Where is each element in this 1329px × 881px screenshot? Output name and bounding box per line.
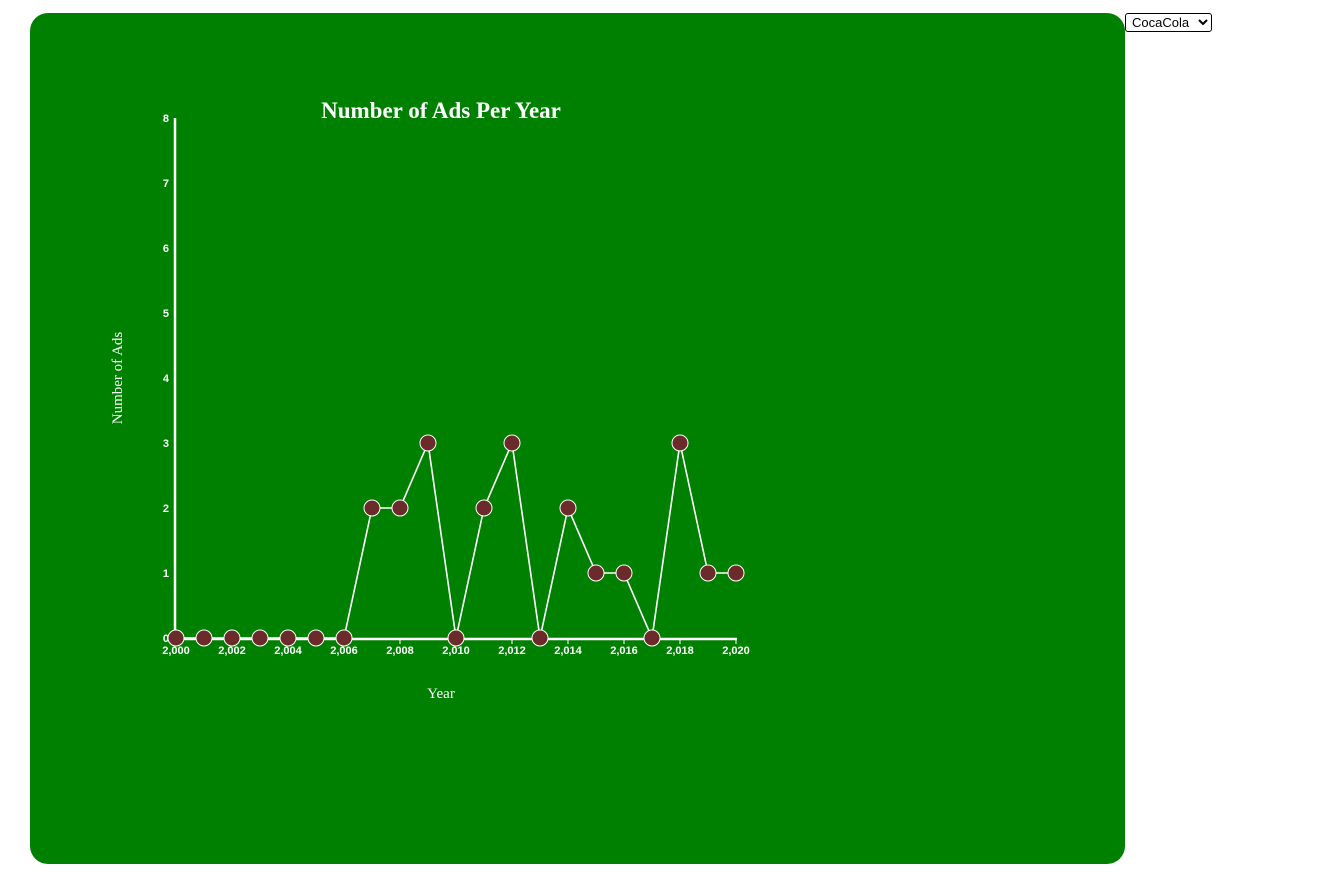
data-point[interactable] bbox=[223, 629, 241, 647]
data-point[interactable] bbox=[195, 629, 213, 647]
data-point[interactable] bbox=[503, 434, 521, 452]
data-point[interactable] bbox=[335, 629, 353, 647]
x-tick-label: 2,004 bbox=[274, 645, 302, 657]
y-tick-label: 6 bbox=[163, 243, 169, 255]
data-points bbox=[167, 434, 745, 647]
data-point[interactable] bbox=[363, 499, 381, 517]
y-tick-label: 0 bbox=[163, 633, 169, 645]
x-tick-label: 2,018 bbox=[666, 645, 694, 657]
data-point[interactable] bbox=[447, 629, 465, 647]
data-point[interactable] bbox=[727, 564, 745, 582]
y-axis-label: Number of Ads bbox=[110, 332, 126, 425]
data-point[interactable] bbox=[251, 629, 269, 647]
x-tick-label: 2,008 bbox=[386, 645, 414, 657]
x-axis-label: Year bbox=[427, 686, 455, 702]
y-tick-label: 4 bbox=[163, 373, 170, 385]
series-line bbox=[176, 440, 736, 641]
data-point[interactable] bbox=[391, 499, 409, 517]
data-point[interactable] bbox=[531, 629, 549, 647]
x-tick-label: 2,016 bbox=[610, 645, 638, 657]
data-point[interactable] bbox=[419, 434, 437, 452]
data-point[interactable] bbox=[643, 629, 661, 647]
y-tick-label: 2 bbox=[163, 503, 169, 515]
data-point[interactable] bbox=[587, 564, 605, 582]
y-axis-ticks: 0 1 2 3 4 5 6 7 8 bbox=[163, 113, 170, 645]
x-tick-label: 2,012 bbox=[498, 645, 526, 657]
data-point[interactable] bbox=[671, 434, 689, 452]
x-tick-label: 2,020 bbox=[722, 645, 750, 657]
y-tick-label: 7 bbox=[163, 178, 169, 190]
y-tick-label: 1 bbox=[163, 568, 169, 580]
chart-title: Number of Ads Per Year bbox=[321, 98, 561, 123]
data-point[interactable] bbox=[279, 629, 297, 647]
data-point[interactable] bbox=[699, 564, 717, 582]
x-axis-ticks: 2,000 2,002 2,004 2,006 2,008 2,010 2,012 2,014… bbox=[162, 639, 750, 657]
data-point[interactable] bbox=[559, 499, 577, 517]
brand-select[interactable]: CocaCola bbox=[1125, 13, 1212, 32]
x-tick-label: 2,002 bbox=[218, 645, 246, 657]
data-point[interactable] bbox=[475, 499, 493, 517]
x-tick-label: 2,000 bbox=[162, 645, 190, 657]
data-point[interactable] bbox=[167, 629, 185, 647]
x-tick-label: 2,014 bbox=[554, 645, 582, 657]
y-tick-label: 5 bbox=[163, 308, 169, 320]
y-tick-label: 8 bbox=[163, 113, 169, 125]
x-tick-label: 2,010 bbox=[442, 645, 470, 657]
chart-panel bbox=[30, 13, 1125, 864]
y-tick-label: 3 bbox=[163, 438, 169, 450]
x-tick-label: 2,006 bbox=[330, 645, 358, 657]
series-line-group bbox=[176, 440, 736, 641]
data-point[interactable] bbox=[307, 629, 325, 647]
data-point[interactable] bbox=[615, 564, 633, 582]
